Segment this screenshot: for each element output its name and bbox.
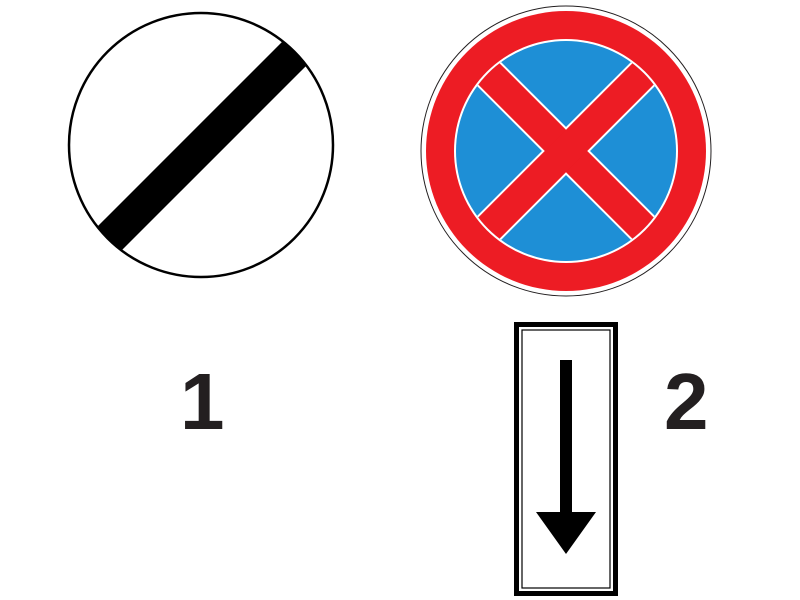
plate-inner-border bbox=[521, 329, 611, 589]
no-stopping-sign-icon bbox=[420, 5, 712, 297]
arrow-down-plate-icon bbox=[514, 322, 618, 596]
sign-1-diagonal-stripe bbox=[93, 37, 311, 255]
sign-2-red-cross bbox=[456, 41, 676, 261]
arrow-shaft bbox=[560, 360, 572, 520]
sign-2-number-label: 2 bbox=[664, 357, 709, 446]
sign-1-number-label: 1 bbox=[180, 357, 225, 446]
end-of-restrictions-sign-icon bbox=[67, 11, 335, 279]
arrow-head-icon bbox=[536, 512, 596, 554]
